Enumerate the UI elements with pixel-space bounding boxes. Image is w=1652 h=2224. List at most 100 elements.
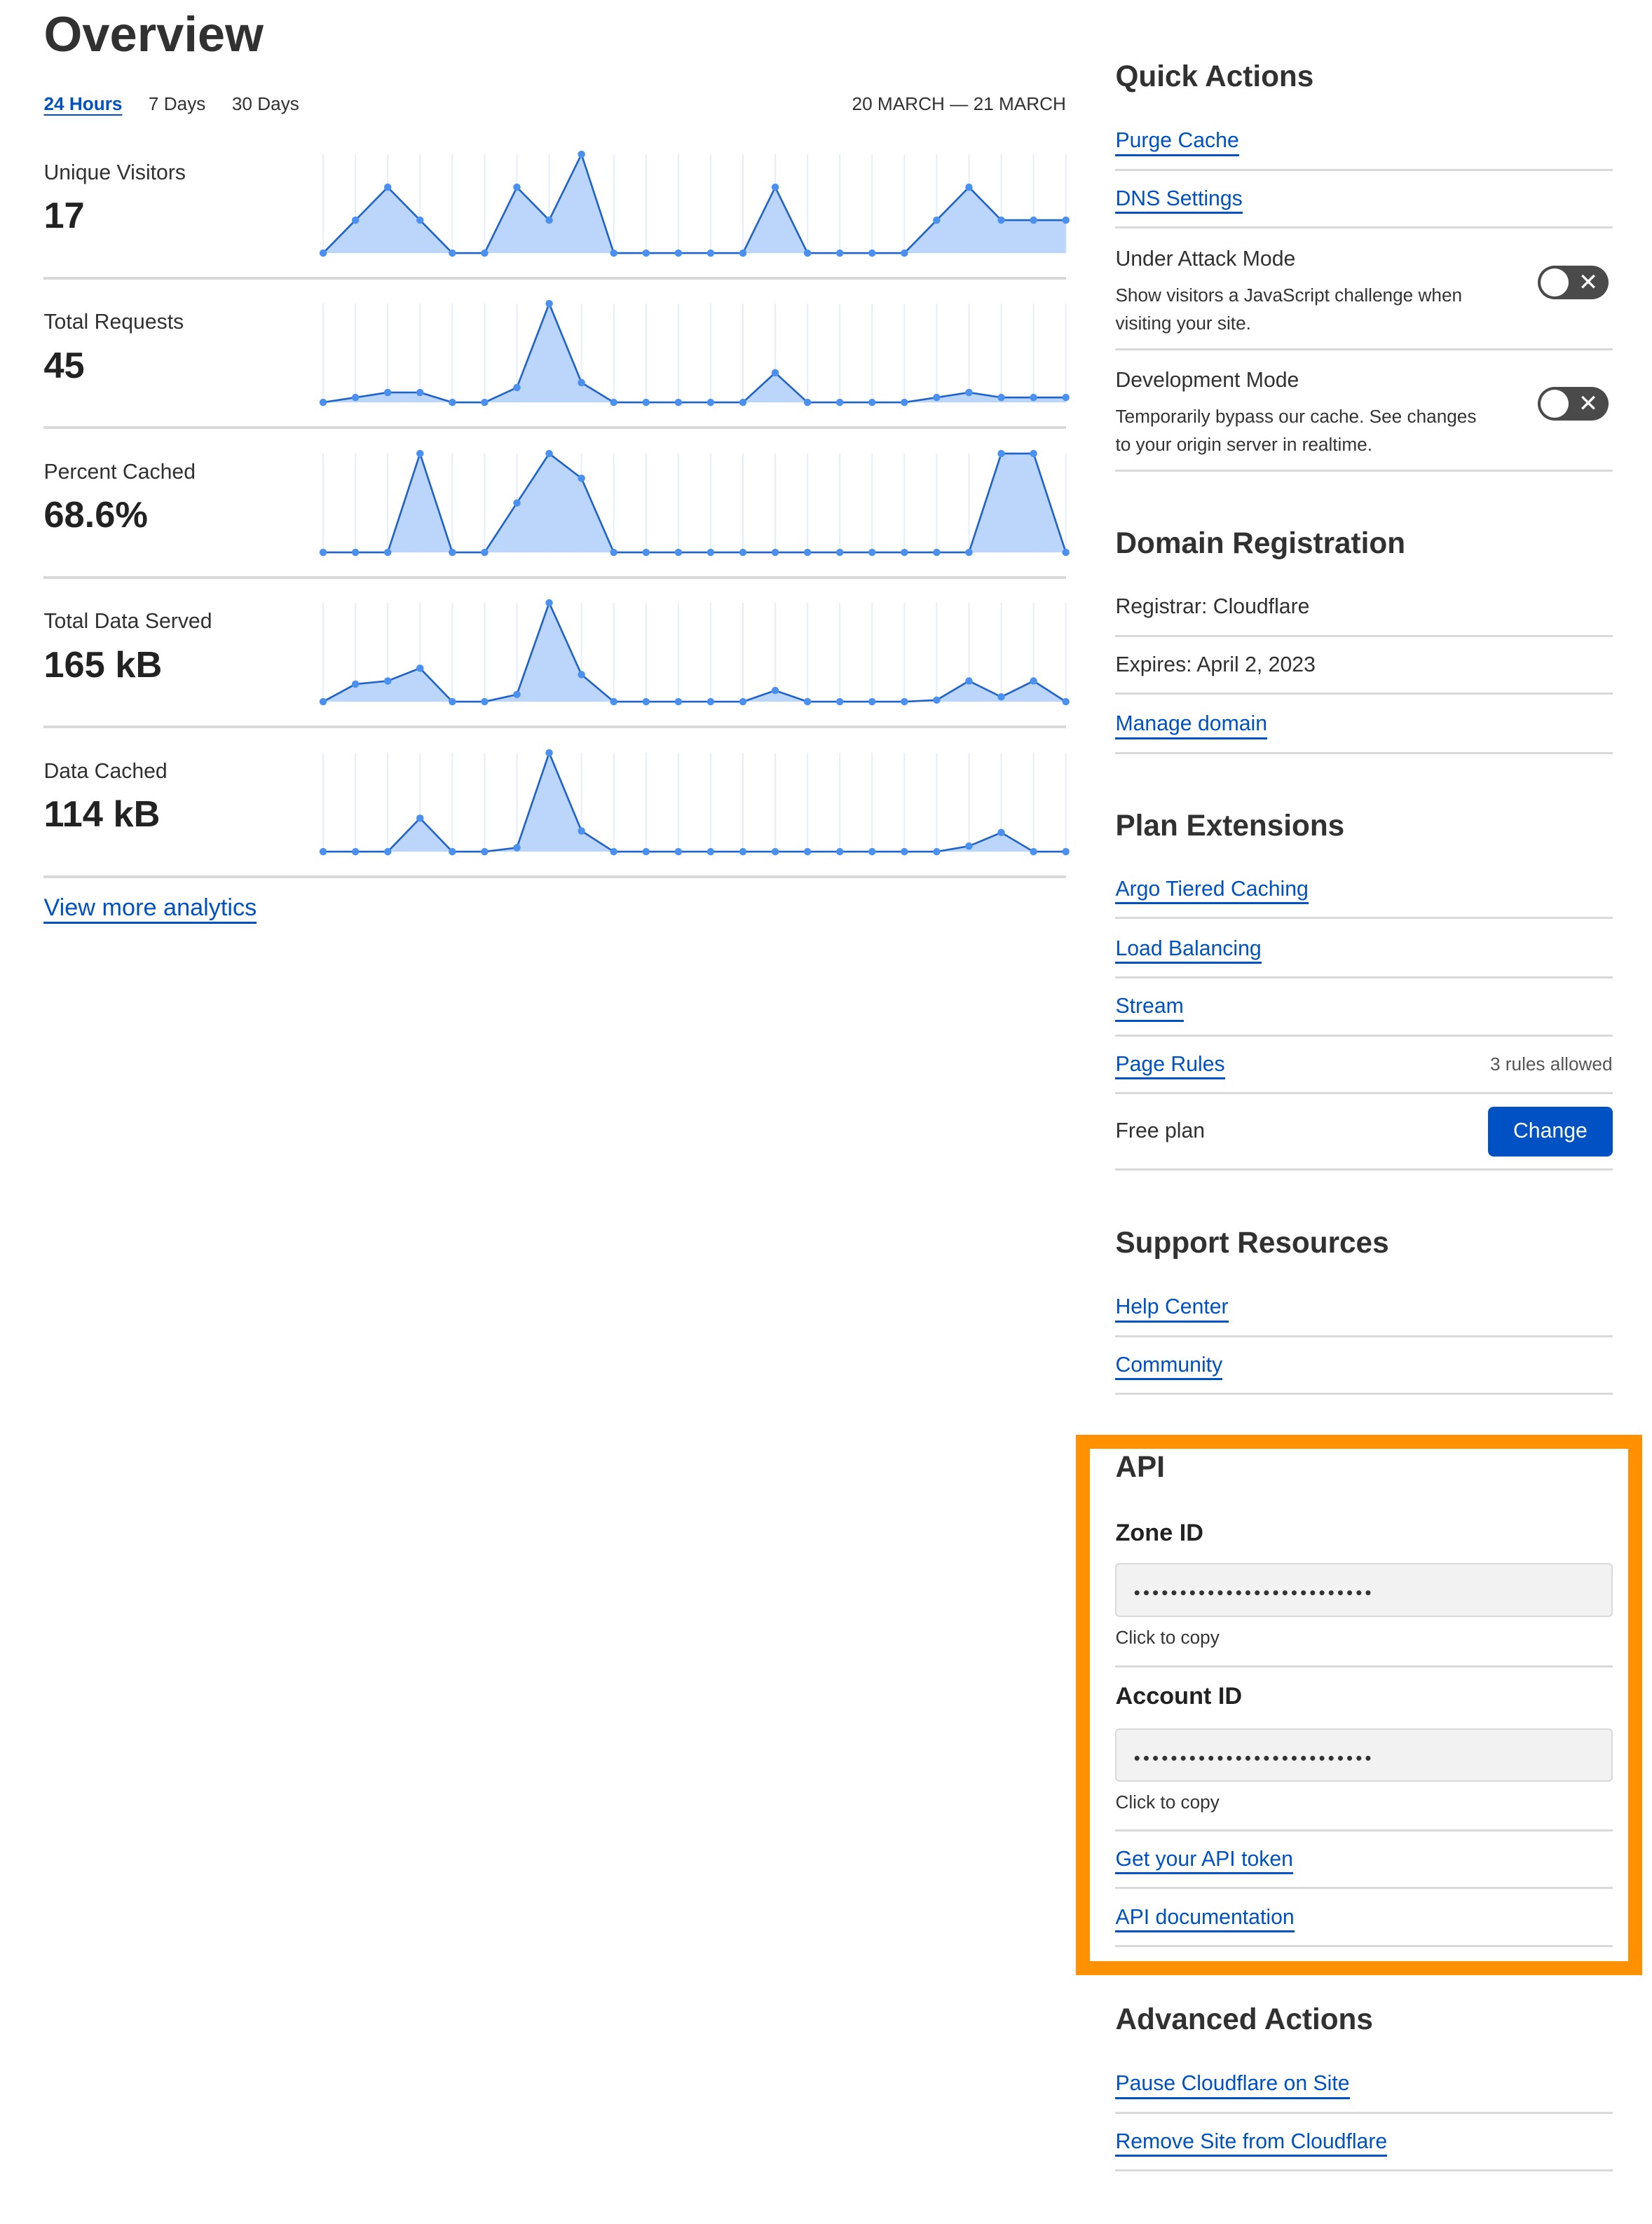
data-point bbox=[545, 216, 554, 224]
area-fill bbox=[323, 752, 1066, 852]
advanced-actions-heading: Advanced Actions bbox=[1115, 2002, 1373, 2035]
data-point bbox=[674, 398, 683, 407]
data-point bbox=[772, 847, 779, 855]
data-point bbox=[513, 843, 521, 852]
metric-label: Data Cached bbox=[43, 759, 168, 783]
toggle-title: Under Attack Mode bbox=[1115, 247, 1296, 271]
data-point bbox=[449, 249, 456, 257]
page-rules-link[interactable]: Page Rules bbox=[1115, 1052, 1225, 1080]
data-point bbox=[320, 398, 327, 407]
tab-24-hours[interactable]: 24 Hours bbox=[43, 93, 123, 114]
api-row: Get your API token bbox=[1115, 1831, 1613, 1890]
data-point bbox=[545, 449, 554, 457]
data-point bbox=[578, 378, 586, 387]
remove-site-link[interactable]: Remove Site from Cloudflare bbox=[1115, 2129, 1388, 2157]
pause-cloudflare-link[interactable]: Pause Cloudflare on Site bbox=[1115, 2071, 1350, 2099]
data-point bbox=[481, 249, 489, 257]
data-point bbox=[1062, 393, 1070, 402]
view-more-analytics-link[interactable]: View more analytics bbox=[43, 894, 257, 925]
metric-value: 68.6% bbox=[43, 495, 148, 536]
plan-row: Load Balancing bbox=[1115, 919, 1613, 979]
data-point bbox=[610, 249, 618, 257]
argo-tiered-caching-link[interactable]: Argo Tiered Caching bbox=[1115, 877, 1309, 905]
dns-settings-link[interactable]: DNS Settings bbox=[1115, 186, 1243, 214]
date-range: 20 MARCH — 21 MARCH bbox=[852, 93, 1066, 114]
registrar-text: Registrar: Cloudflare bbox=[1115, 595, 1310, 619]
data-point bbox=[674, 548, 683, 556]
api-documentation-link[interactable]: API documentation bbox=[1115, 1905, 1295, 1932]
data-point bbox=[933, 847, 941, 855]
load-balancing-link[interactable]: Load Balancing bbox=[1115, 936, 1262, 964]
data-point bbox=[933, 216, 941, 224]
support-row: Help Center bbox=[1115, 1279, 1613, 1337]
dns-settings-row: DNS Settings bbox=[1115, 171, 1613, 229]
area-fill bbox=[323, 154, 1066, 253]
data-point bbox=[416, 664, 424, 672]
stream-link[interactable]: Stream bbox=[1115, 994, 1184, 1022]
data-point bbox=[804, 548, 812, 556]
metric-label: Percent Cached bbox=[43, 460, 196, 484]
data-point bbox=[901, 847, 908, 855]
domain-registration-heading: Domain Registration bbox=[1115, 526, 1406, 560]
data-point bbox=[804, 249, 812, 257]
metric-total-data-served: Total Data Served 165 kB bbox=[43, 579, 1070, 729]
manage-domain-link[interactable]: Manage domain bbox=[1115, 711, 1268, 739]
data-point bbox=[352, 548, 360, 556]
data-point bbox=[674, 249, 683, 257]
data-point bbox=[804, 398, 812, 407]
plan-name: Free plan bbox=[1115, 1119, 1206, 1142]
plan-row: Page Rules 3 rules allowed bbox=[1115, 1037, 1613, 1095]
divider bbox=[1115, 1787, 1613, 1831]
metric-value: 17 bbox=[43, 195, 85, 236]
tab-7-days[interactable]: 7 Days bbox=[148, 93, 206, 114]
development-mode-toggle[interactable]: ✕ bbox=[1537, 386, 1609, 421]
data-point bbox=[868, 548, 876, 556]
area-fill bbox=[323, 303, 1066, 403]
data-point bbox=[1030, 393, 1038, 402]
toggle-description: Show visitors a JavaScript challenge whe… bbox=[1115, 284, 1463, 334]
data-point bbox=[1030, 677, 1038, 685]
data-point bbox=[997, 828, 1006, 836]
data-point bbox=[513, 383, 521, 392]
data-point bbox=[384, 548, 392, 556]
data-point bbox=[384, 388, 392, 397]
data-point bbox=[772, 369, 779, 377]
zone-id-field[interactable]: •••••••••••••••••••••••••• bbox=[1115, 1563, 1613, 1617]
support-row: Community bbox=[1115, 1337, 1613, 1396]
divider bbox=[1115, 1624, 1613, 1668]
manage-domain-row: Manage domain bbox=[1115, 695, 1613, 754]
account-id-field[interactable]: •••••••••••••••••••••••••• bbox=[1115, 1728, 1613, 1782]
data-point bbox=[901, 697, 908, 706]
advanced-row: Pause Cloudflare on Site bbox=[1115, 2056, 1613, 2114]
tab-30-days[interactable]: 30 Days bbox=[231, 93, 299, 114]
get-api-token-link[interactable]: Get your API token bbox=[1115, 1847, 1293, 1875]
under-attack-mode-toggle[interactable]: ✕ bbox=[1537, 265, 1609, 300]
data-point bbox=[449, 697, 456, 706]
close-icon: ✕ bbox=[1578, 390, 1599, 417]
change-plan-button[interactable]: Change bbox=[1488, 1107, 1613, 1157]
metric-value: 165 kB bbox=[43, 644, 163, 685]
data-point bbox=[545, 599, 554, 607]
data-point bbox=[352, 393, 360, 402]
series-line bbox=[322, 151, 1066, 254]
data-point bbox=[706, 398, 715, 407]
data-point bbox=[481, 697, 489, 706]
data-point bbox=[352, 680, 360, 688]
data-point bbox=[739, 398, 747, 407]
free-plan-row: Free plan Change bbox=[1115, 1094, 1613, 1171]
data-point bbox=[772, 548, 779, 556]
data-point bbox=[610, 847, 618, 855]
data-point bbox=[997, 693, 1006, 701]
data-point bbox=[449, 398, 456, 407]
help-center-link[interactable]: Help Center bbox=[1115, 1295, 1229, 1323]
metric-percent-cached: Percent Cached 68.6% bbox=[43, 429, 1070, 579]
data-point bbox=[1030, 216, 1038, 224]
series-line bbox=[322, 600, 1067, 703]
registrar-row: Registrar: Cloudflare bbox=[1115, 579, 1613, 637]
purge-cache-link[interactable]: Purge Cache bbox=[1115, 128, 1239, 156]
data-point bbox=[772, 183, 779, 191]
data-point bbox=[320, 249, 327, 257]
data-point bbox=[481, 847, 489, 855]
community-link[interactable]: Community bbox=[1115, 1353, 1223, 1381]
